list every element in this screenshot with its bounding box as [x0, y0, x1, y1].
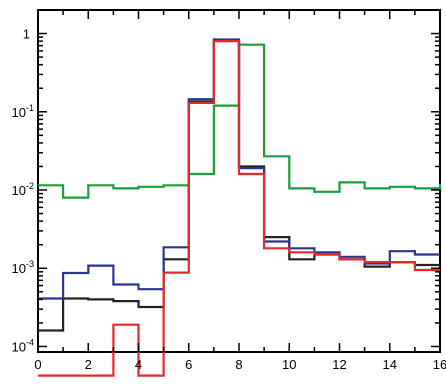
x-tick-label: 6 [185, 357, 192, 372]
x-tick-label: 14 [383, 357, 397, 372]
axes-layer [37, 9, 441, 352]
x-tick-label: 12 [332, 357, 346, 372]
series-line-3 [38, 40, 440, 377]
y-tick-label: 1 [23, 27, 30, 42]
y-tick-label-exponent: -3 [26, 259, 34, 269]
y-tick-label-base: 10 [12, 261, 26, 276]
x-tick-label: 2 [85, 357, 92, 372]
x-tick-label: 0 [34, 357, 41, 372]
x-tick-label: 16 [433, 357, 446, 372]
y-tick-label-exponent: -1 [26, 103, 34, 113]
y-tick-label: 10-4 [12, 337, 34, 354]
y-tick-label: 10-3 [12, 259, 34, 276]
x-tick-label: 10 [282, 357, 296, 372]
x-tick-label: 8 [235, 357, 242, 372]
y-tick-label: 10-2 [12, 181, 34, 198]
y-tick-label: 10-1 [12, 103, 34, 120]
y-tick-label-exponent: -4 [26, 337, 34, 347]
y-tick-label-base: 10 [12, 183, 26, 198]
y-tick-label-base: 10 [12, 339, 26, 354]
y-tick-label-base: 10 [12, 105, 26, 120]
series-layer [38, 38, 442, 377]
y-tick-label-exponent: -2 [26, 181, 34, 191]
x-tick-label: 4 [135, 357, 142, 372]
